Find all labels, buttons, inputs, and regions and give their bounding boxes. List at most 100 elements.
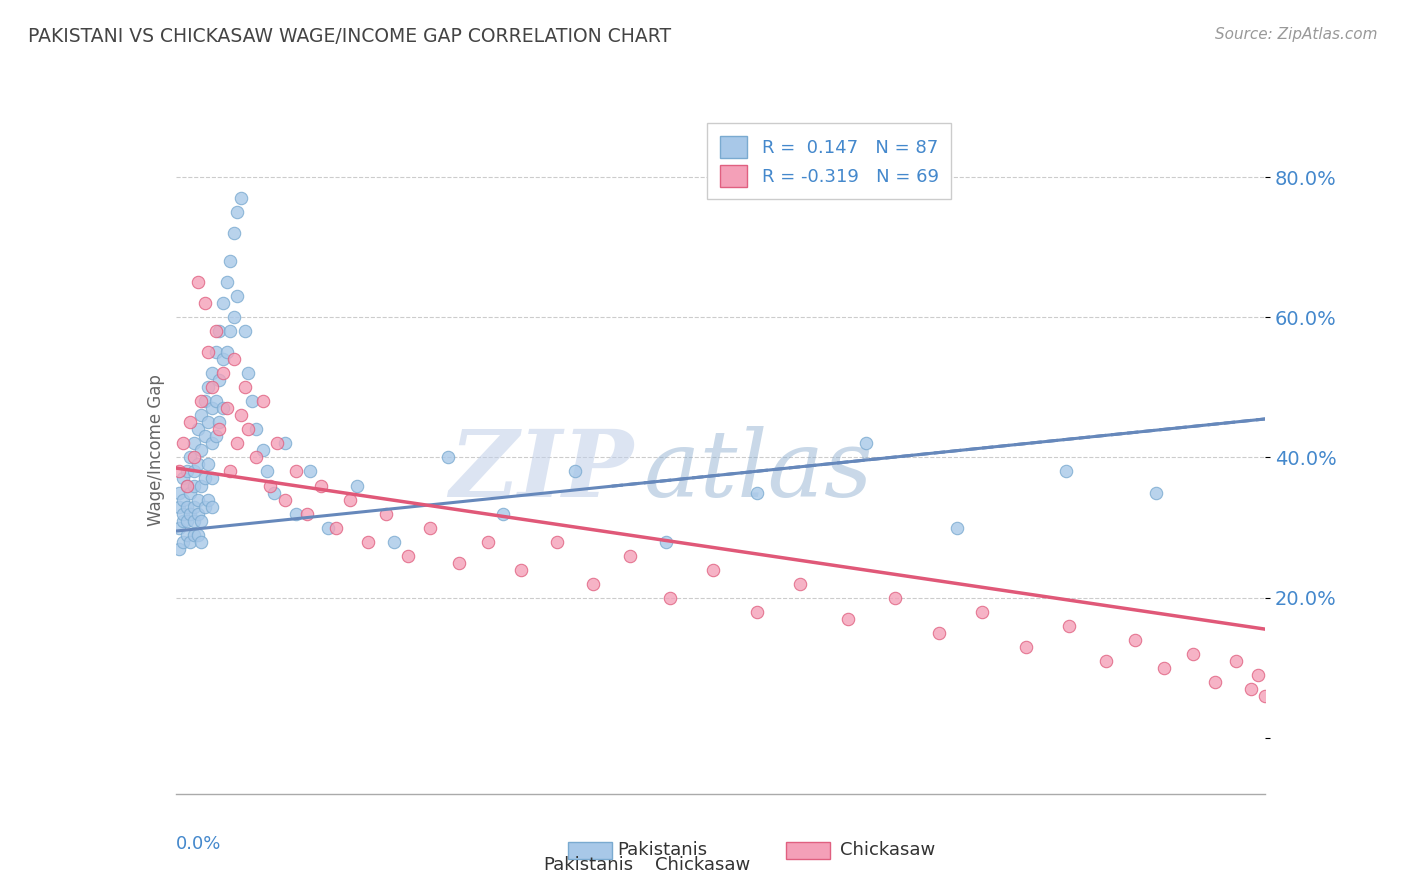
Point <box>212 352 235 367</box>
Point <box>1284 681 1306 696</box>
Point <box>179 416 201 430</box>
Point <box>655 534 678 549</box>
FancyBboxPatch shape <box>786 842 830 859</box>
Point <box>252 394 274 409</box>
Point <box>197 380 219 394</box>
Point <box>1123 632 1146 647</box>
Point <box>945 520 967 534</box>
Point <box>190 478 212 492</box>
Point <box>194 471 217 485</box>
Point <box>1298 703 1320 717</box>
Point <box>240 394 263 409</box>
Point <box>702 563 724 577</box>
Point <box>245 450 267 465</box>
Point <box>194 429 217 443</box>
Text: 0.0%: 0.0% <box>176 835 221 853</box>
Point <box>274 436 297 450</box>
Point <box>233 324 256 338</box>
Point <box>172 436 194 450</box>
Point <box>1225 654 1247 668</box>
Point <box>183 500 205 514</box>
Legend: R =  0.147   N = 87, R = -0.319   N = 69: R = 0.147 N = 87, R = -0.319 N = 69 <box>707 123 952 200</box>
Point <box>190 514 212 528</box>
Point <box>222 226 245 240</box>
Text: Chickasaw: Chickasaw <box>841 841 935 859</box>
Point <box>477 534 499 549</box>
Point <box>194 500 217 514</box>
Point <box>176 527 198 541</box>
Point <box>447 556 470 570</box>
Point <box>1057 618 1080 632</box>
Point <box>169 541 191 556</box>
Point <box>186 458 209 472</box>
Point <box>1240 681 1263 696</box>
Point <box>176 478 198 492</box>
Point <box>745 485 768 500</box>
Y-axis label: Wage/Income Gap: Wage/Income Gap <box>146 375 165 526</box>
Point <box>186 275 209 289</box>
Point <box>183 527 205 541</box>
Point <box>325 520 347 534</box>
Point <box>1204 674 1226 689</box>
Point <box>222 352 245 367</box>
Point <box>1254 689 1277 703</box>
Point <box>266 436 288 450</box>
Point <box>318 520 340 534</box>
Point <box>309 478 332 492</box>
Point <box>201 500 224 514</box>
Point <box>252 443 274 458</box>
Point <box>396 549 419 563</box>
Point <box>1268 696 1291 710</box>
Point <box>194 296 217 310</box>
Point <box>176 500 198 514</box>
Point <box>169 465 191 479</box>
Point <box>172 471 194 485</box>
Point <box>789 576 811 591</box>
Point <box>1247 667 1270 681</box>
Point <box>190 534 212 549</box>
Point <box>194 394 217 409</box>
Point <box>339 492 361 507</box>
Point <box>172 534 194 549</box>
Point <box>263 485 285 500</box>
Point <box>197 458 219 472</box>
Text: Chickasaw: Chickasaw <box>655 855 751 873</box>
Point <box>179 450 201 465</box>
Point <box>204 345 226 359</box>
Point <box>226 436 249 450</box>
Point <box>183 478 205 492</box>
Point <box>183 514 205 528</box>
Point <box>1348 696 1371 710</box>
Point <box>219 254 242 268</box>
Point <box>183 450 205 465</box>
Point <box>346 478 368 492</box>
Point <box>197 492 219 507</box>
Point <box>186 507 209 521</box>
Point <box>357 534 380 549</box>
Point <box>204 324 226 338</box>
Point <box>658 591 681 605</box>
Point <box>1015 640 1038 654</box>
Point <box>245 422 267 436</box>
Point <box>437 450 460 465</box>
Point <box>1153 661 1175 675</box>
Point <box>190 394 212 409</box>
Point <box>299 465 322 479</box>
Point <box>186 492 209 507</box>
Point <box>1146 485 1168 500</box>
Point <box>212 367 235 381</box>
FancyBboxPatch shape <box>568 842 612 859</box>
Point <box>1320 689 1343 703</box>
Point <box>215 275 238 289</box>
Point <box>201 471 224 485</box>
Text: Source: ZipAtlas.com: Source: ZipAtlas.com <box>1215 27 1378 42</box>
Point <box>212 401 235 416</box>
Point <box>884 591 907 605</box>
Point <box>419 520 441 534</box>
Point <box>212 296 235 310</box>
Point <box>233 380 256 394</box>
Text: Pakistanis: Pakistanis <box>543 855 633 873</box>
Point <box>186 527 209 541</box>
Point <box>582 576 605 591</box>
Point <box>1094 654 1116 668</box>
